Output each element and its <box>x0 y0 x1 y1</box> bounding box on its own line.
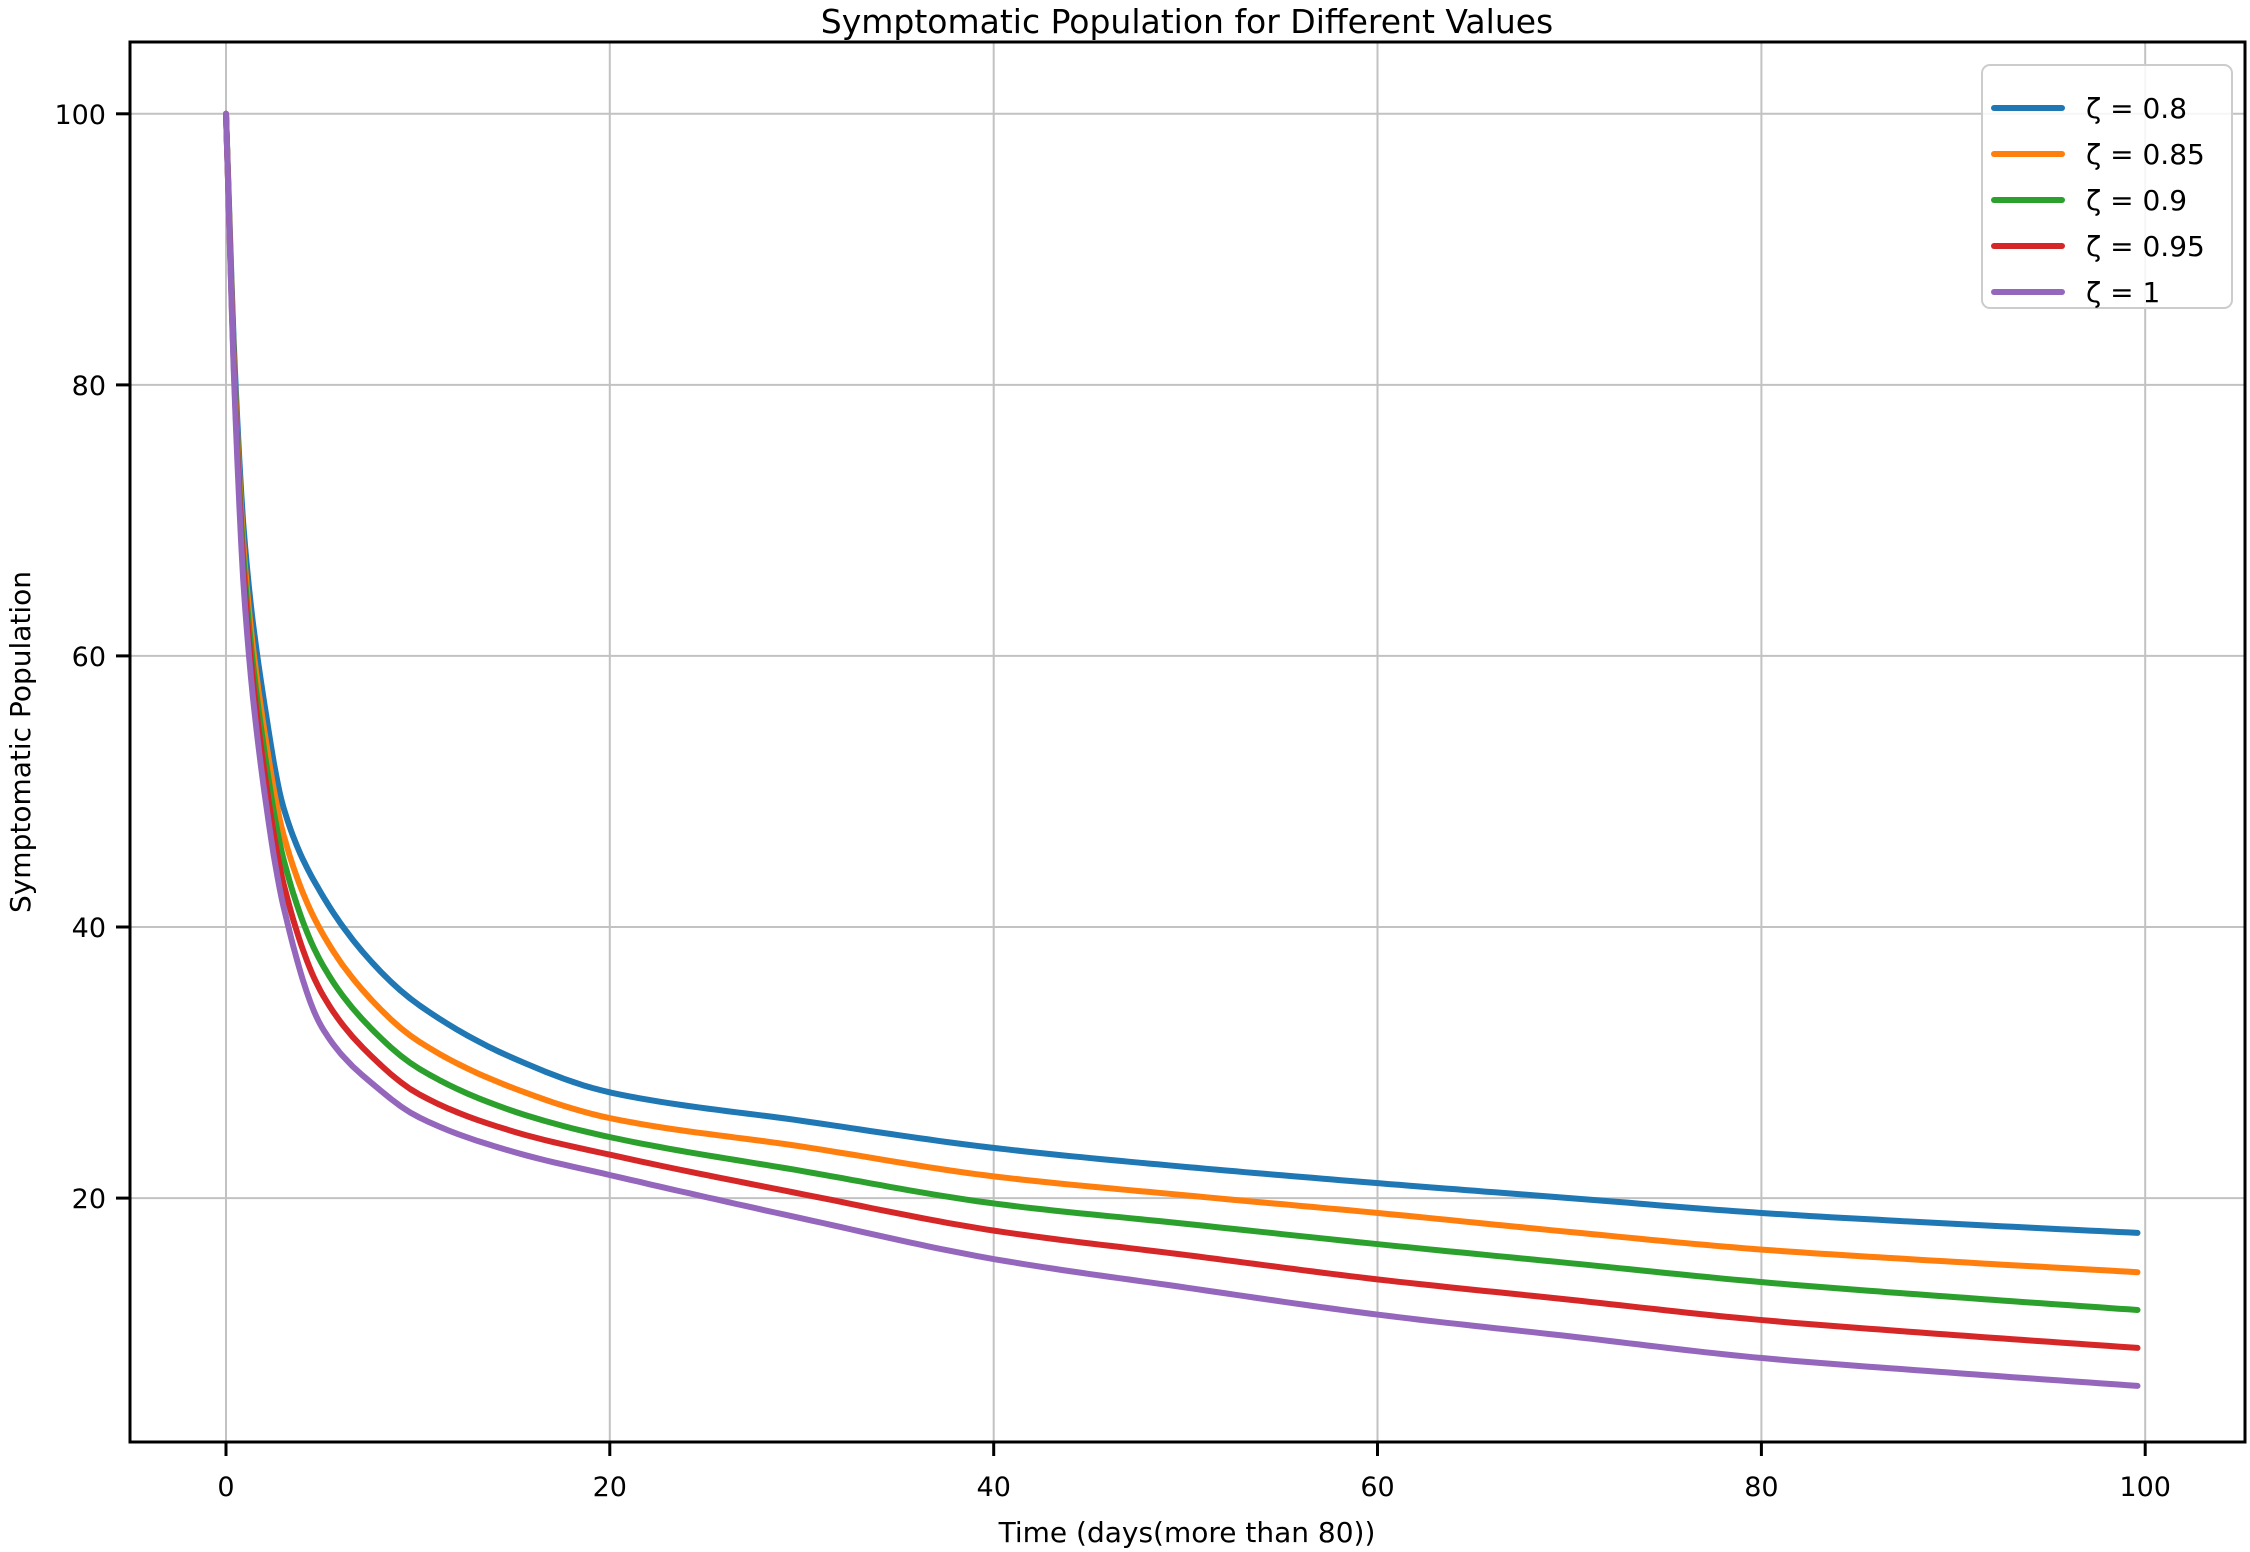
y-tick-label: 100 <box>54 100 106 131</box>
grid-layer <box>130 42 2245 1442</box>
y-tick-label: 80 <box>72 371 106 402</box>
series-line-3 <box>223 110 2141 1313</box>
chart-title: Symptomatic Population for Different Val… <box>821 2 1553 41</box>
legend-item-2: ζ = 0.85 <box>1991 138 2205 171</box>
legend-item-1: ζ = 0.8 <box>1991 92 2187 125</box>
legend-label: ζ = 0.95 <box>2086 230 2205 263</box>
series-line-4 <box>223 110 2141 1351</box>
series-line-1 <box>223 110 2141 1236</box>
x-axis-label: Time (days(more than 80)) <box>998 1516 1376 1549</box>
legend-item-3: ζ = 0.9 <box>1991 184 2187 217</box>
y-tick-label: 40 <box>72 913 106 944</box>
legend-label: ζ = 1 <box>2086 276 2160 309</box>
legend-label: ζ = 0.9 <box>2086 184 2187 217</box>
x-tick-label: 20 <box>593 1472 627 1503</box>
x-tick-label: 0 <box>217 1472 234 1503</box>
legend: ζ = 0.8 ζ = 0.85 ζ = 0.9 ζ = 0.95 ζ = 1 <box>1981 64 2233 309</box>
x-tick-label: 60 <box>1360 1472 1394 1503</box>
y-axis-label: Symptomatic Population <box>4 571 37 913</box>
tick-layer: 0 20 40 60 80 100 20 40 60 80 100 <box>54 100 2171 1503</box>
legend-label: ζ = 0.85 <box>2086 138 2205 171</box>
series-line-2 <box>223 110 2141 1276</box>
legend-item-5: ζ = 1 <box>1991 276 2160 309</box>
legend-item-4: ζ = 0.95 <box>1991 230 2205 263</box>
x-tick-label: 40 <box>977 1472 1011 1503</box>
plot-border <box>128 40 2247 1444</box>
y-tick-label: 60 <box>72 642 106 673</box>
x-tick-label: 100 <box>2119 1472 2171 1503</box>
series-line-5 <box>223 110 2141 1389</box>
x-tick-label: 80 <box>1744 1472 1778 1503</box>
legend-label: ζ = 0.8 <box>2086 92 2187 125</box>
y-tick-label: 20 <box>72 1184 106 1215</box>
series-layer <box>223 110 2141 1389</box>
